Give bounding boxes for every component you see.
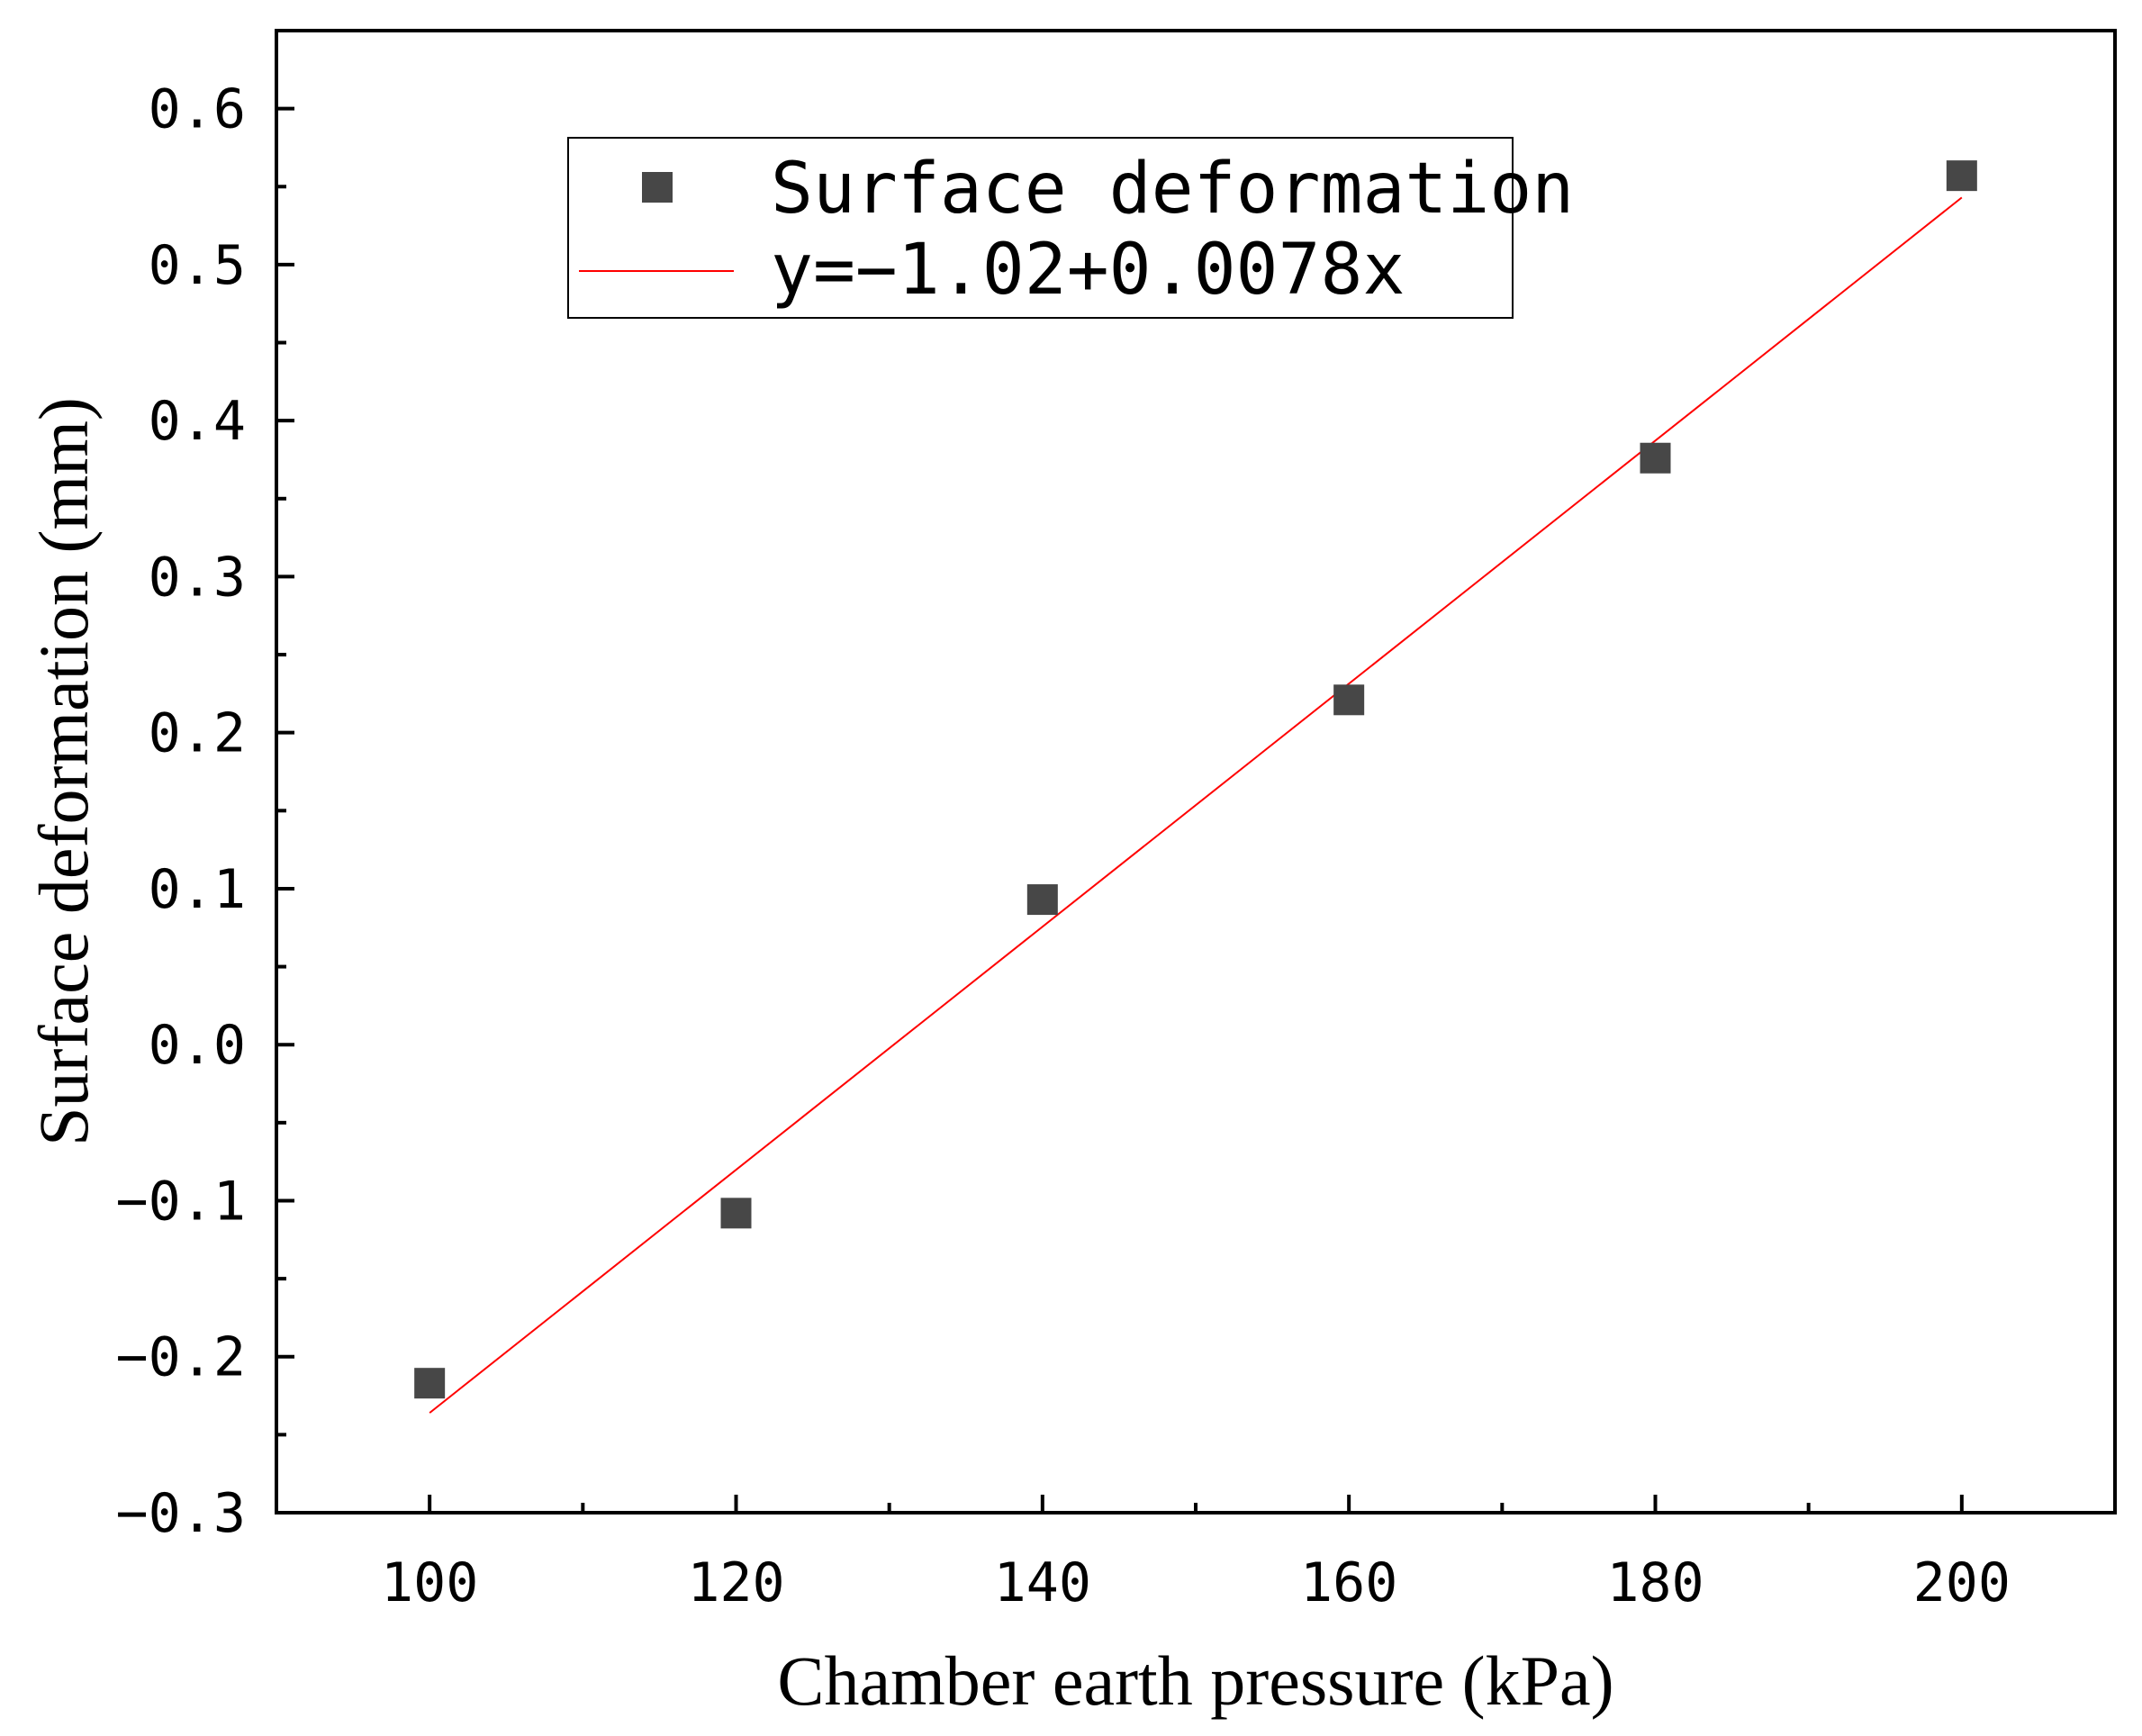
data-point [1640,442,1671,474]
axis-ticks [276,106,1964,1514]
x-tick-label: 180 [1606,1551,1704,1614]
data-points [414,160,1977,1399]
y-axis-title: Surface deformation (mm) [24,397,103,1146]
legend-label-scatter: Surface deformation [771,149,1574,230]
legend-box [567,137,1514,319]
fit-line [429,196,1963,1414]
tick-labels: 100 120 140 160 180 200 −0.3 −0.2 −0.1 0.0 0.1 0.2 0… [116,78,2011,1614]
x-tick-label: 120 [687,1551,784,1614]
y-tick-label: 0.1 [149,858,246,921]
y-tick-label: 0.3 [149,546,246,609]
x-tick-label: 140 [994,1551,1091,1614]
data-point [720,1198,752,1229]
y-tick-label: −0.2 [116,1326,247,1389]
y-tick-label: 0.4 [149,390,246,453]
legend: Surface deformation y=−1.02+0.0078x [567,137,1574,319]
data-point [414,1368,446,1399]
y-tick-label: 0.0 [149,1014,246,1077]
data-point [1026,884,1058,916]
y-tick-label: 0.5 [149,234,246,297]
y-tick-label: −0.3 [116,1482,247,1545]
y-tick-label: −0.1 [116,1170,247,1233]
x-tick-label: 160 [1300,1551,1397,1614]
fit-line-group [429,196,1963,1414]
legend-square-marker [642,172,673,203]
y-tick-label: 0.2 [149,702,246,765]
data-point [1946,160,1977,192]
data-point [1333,684,1365,716]
y-tick-label: 0.6 [149,78,246,141]
x-tick-label: 100 [381,1551,478,1614]
legend-label-fit: y=−1.02+0.0078x [771,230,1405,311]
x-tick-label: 200 [1913,1551,2011,1614]
x-axis-title: Chamber earth pressure (kPa) [777,1641,1613,1720]
